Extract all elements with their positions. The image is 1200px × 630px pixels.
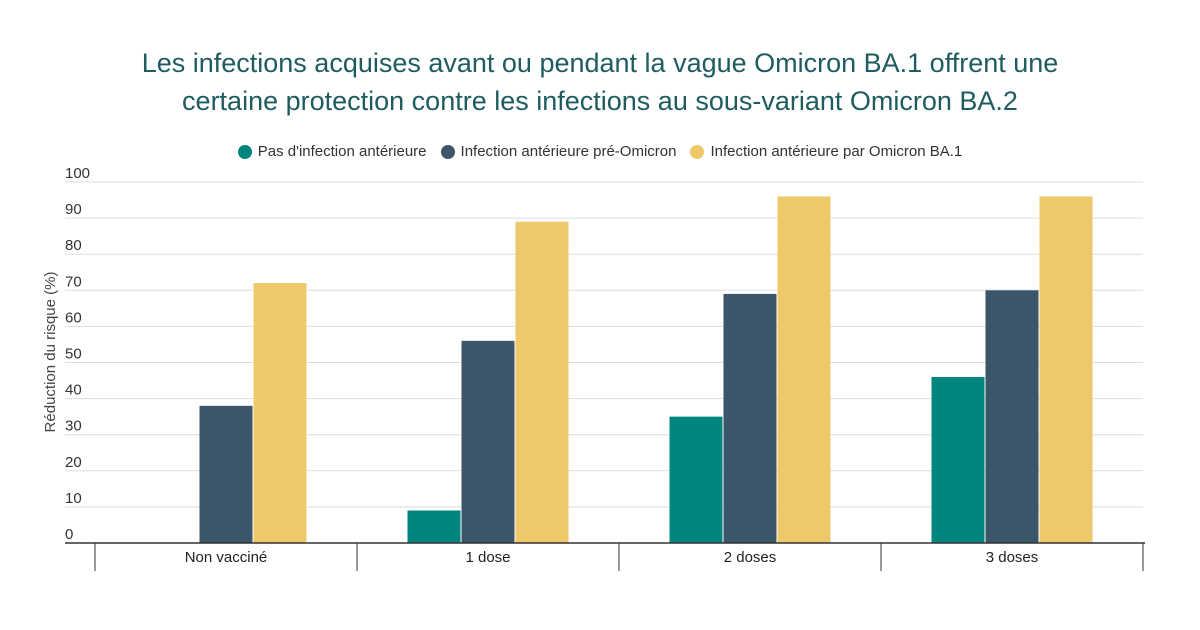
x-axis: Non vacciné 1 dose 2 doses 3 doses	[65, 542, 1145, 571]
y-tick-label: 40	[65, 382, 82, 399]
bar-1-0	[407, 510, 461, 543]
x-category-label: 3 doses	[986, 549, 1039, 566]
bar-2-0	[669, 416, 723, 543]
legend-marker-icon	[690, 144, 705, 159]
legend-label: Pas d'infection antérieure	[257, 143, 427, 160]
chart-title: Les infections acquises avant ou pendant…	[0, 44, 1200, 120]
y-tick-label: 50	[65, 346, 82, 363]
legend-marker-icon	[237, 144, 252, 159]
bar-1-1	[461, 340, 515, 543]
bar-1-2	[515, 221, 569, 543]
legend-item-pre-omicron-infection: Infection antérieure pré-Omicron	[440, 143, 677, 160]
y-tick-label: 60	[65, 309, 82, 326]
y-tick-label: 20	[65, 454, 82, 471]
legend-marker-icon	[440, 144, 455, 159]
legend-label: Infection antérieure par Omicron BA.1	[710, 143, 963, 160]
bar-0-1	[199, 405, 253, 543]
bar-2-2	[777, 196, 831, 543]
y-tick-label: 70	[65, 273, 82, 290]
chart-title-line-2: certaine protection contre les infection…	[182, 86, 1018, 116]
bars	[199, 196, 1093, 543]
y-tick-label: 10	[65, 490, 82, 507]
legend-item-no-prior-infection: Pas d'infection antérieure	[237, 143, 427, 160]
y-tick-label: 80	[65, 237, 82, 254]
y-tick-label: 0	[65, 526, 73, 543]
bar-2-1	[723, 293, 777, 543]
bar-0-2	[253, 283, 307, 543]
bar-3-0	[931, 376, 985, 543]
bar-3-2	[1039, 196, 1093, 543]
legend-item-ba1-infection: Infection antérieure par Omicron BA.1	[690, 143, 962, 160]
bar-3-1	[985, 290, 1039, 543]
chart-legend: Pas d'infection antérieure Infection ant…	[0, 143, 1200, 160]
x-category-label: 2 doses	[724, 549, 777, 566]
chart-title-line-1: Les infections acquises avant ou pendant…	[141, 48, 1059, 78]
y-tick-label: 100	[65, 165, 90, 182]
legend-label: Infection antérieure pré-Omicron	[460, 143, 677, 160]
y-tick-label: 90	[65, 201, 82, 218]
y-axis-ticks: 0 10 20 30 40 50 60 70 80 90 100	[65, 165, 90, 543]
y-axis-label: Réduction du risque (%)	[42, 272, 59, 433]
y-tick-label: 30	[65, 418, 82, 435]
x-category-label: 1 dose	[465, 549, 510, 566]
x-category-label: Non vacciné	[185, 549, 268, 566]
